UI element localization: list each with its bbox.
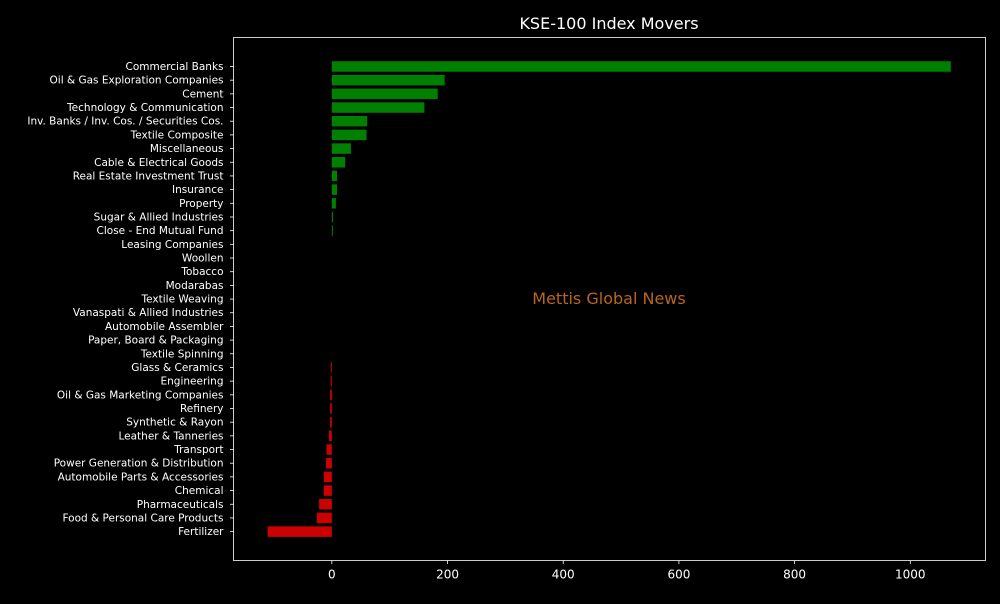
category-label: Engineering (161, 376, 224, 388)
category-label: Insurance (172, 184, 224, 196)
bar (331, 102, 425, 113)
category-label: Real Estate Investment Trust (73, 170, 224, 182)
x-axis-ticks-group: 0 200 400 600 800 1000 (328, 560, 926, 582)
category-label: Commercial Banks (126, 61, 224, 73)
bar (331, 170, 338, 182)
category-label: Glass & Ceramics (131, 362, 223, 374)
bar (331, 115, 368, 127)
bar (330, 362, 332, 373)
bar (328, 430, 332, 442)
bar (330, 389, 332, 401)
category-label: Property (179, 198, 223, 210)
bar (323, 485, 332, 496)
category-label: Food & Personal Care Products (62, 512, 223, 524)
category-label: Chemical (175, 485, 224, 497)
watermark-text: Mettis Global News (532, 289, 685, 308)
bar (330, 416, 332, 428)
category-label: Tobacco (180, 266, 223, 278)
category-label: Cable & Electrical Goods (94, 157, 223, 169)
category-label: Cement (182, 88, 223, 100)
category-label: Automobile Assembler (105, 321, 224, 333)
category-label: Sugar & Allied Industries (94, 211, 224, 223)
category-label: Pharmaceuticals (137, 499, 224, 511)
bar (330, 403, 332, 414)
category-label: Textile Weaving (141, 294, 224, 306)
bars-group (267, 61, 951, 537)
chart-title: KSE-100 Index Movers (519, 14, 698, 33)
category-label: Textile Spinning (140, 348, 224, 360)
bar (319, 499, 332, 510)
category-label: Transport (173, 444, 223, 456)
bar (330, 375, 332, 387)
bar (267, 526, 332, 537)
x-tick-label: 800 (783, 568, 806, 582)
bar (331, 88, 438, 100)
category-labels-group: Commercial Banks Oil & Gas Exploration Co… (27, 61, 234, 538)
category-label: Woollen (182, 253, 224, 265)
bar (331, 225, 333, 236)
bar (326, 444, 332, 455)
x-tick-label: 1000 (895, 568, 926, 582)
category-label: Technology & Communication (66, 102, 223, 114)
category-label: Vanaspati & Allied Industries (73, 307, 224, 319)
bar (331, 129, 367, 141)
category-label: Modarabas (166, 280, 224, 292)
category-label: Fertilizer (178, 526, 224, 538)
category-label: Automobile Parts & Accessories (58, 471, 224, 483)
category-label: Oil & Gas Marketing Companies (57, 389, 224, 401)
category-label: Textile Composite (130, 129, 224, 141)
bar (316, 512, 332, 524)
category-label: Oil & Gas Exploration Companies (50, 75, 224, 87)
category-label: Power Generation & Distribution (54, 458, 224, 470)
category-label: Paper, Board & Packaging (88, 335, 223, 347)
category-label: Leather & Tanneries (118, 430, 223, 442)
bar (331, 198, 336, 209)
bar (331, 184, 338, 195)
bar (331, 61, 951, 72)
category-label: Miscellaneous (150, 143, 224, 155)
x-tick-label: 400 (552, 568, 575, 582)
bar (331, 211, 333, 223)
category-label: Inv. Banks / Inv. Cos. / Securities Cos. (27, 116, 223, 128)
category-label: Leasing Companies (121, 239, 223, 251)
category-label: Close - End Mutual Fund (97, 225, 224, 237)
x-tick-label: 0 (328, 568, 336, 582)
category-label: Synthetic & Rayon (126, 417, 223, 429)
bar (331, 143, 351, 154)
bar (323, 471, 332, 483)
x-tick-label: 200 (436, 568, 459, 582)
bar (331, 74, 445, 86)
category-label: Refinery (180, 403, 224, 415)
x-tick-label: 600 (667, 568, 690, 582)
bar (331, 157, 346, 168)
bar (326, 457, 332, 469)
